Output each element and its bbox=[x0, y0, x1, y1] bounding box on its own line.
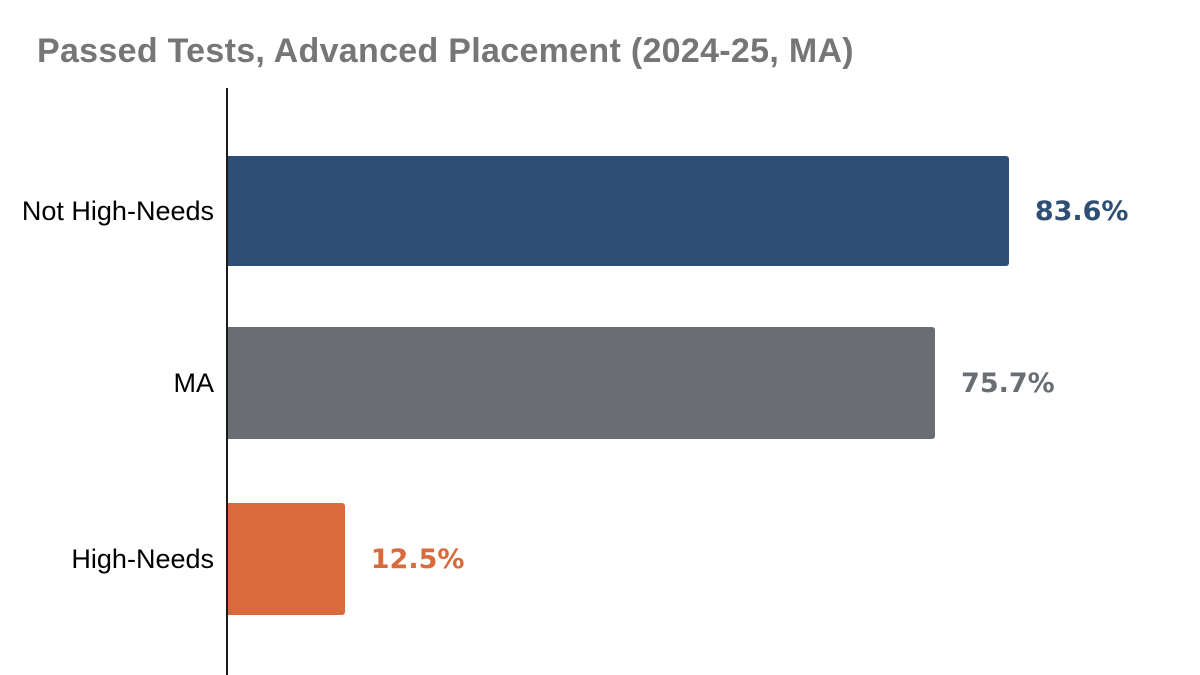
chart-title: Passed Tests, Advanced Placement (2024-2… bbox=[37, 32, 854, 70]
bar-row: MA 75.7% bbox=[0, 327, 1200, 439]
bar-not-high-needs bbox=[228, 156, 1009, 266]
category-label-not-high-needs: Not High-Needs bbox=[21, 195, 214, 226]
category-label-ma: MA bbox=[173, 367, 215, 398]
category-label-high-needs: High-Needs bbox=[71, 543, 214, 574]
value-label-not-high-needs: 83.6% bbox=[1034, 195, 1129, 227]
bar-row: High-Needs 12.5% bbox=[0, 503, 1200, 615]
bar-ma bbox=[228, 327, 936, 439]
bar-high-needs bbox=[228, 503, 345, 615]
value-label-ma: 75.7% bbox=[961, 367, 1055, 399]
bar-row: Not High-Needs 83.6% bbox=[0, 156, 1200, 266]
value-label-high-needs: 12.5% bbox=[370, 543, 465, 575]
y-axis-line bbox=[226, 88, 228, 675]
